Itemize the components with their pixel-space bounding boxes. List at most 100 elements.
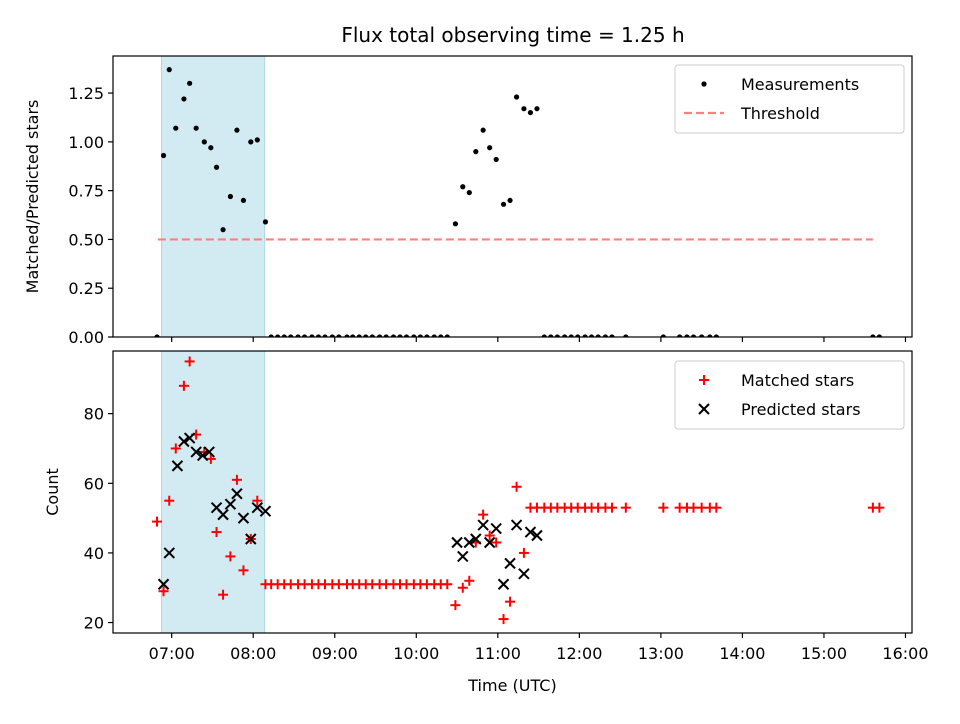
data-point: [231, 474, 242, 485]
data-point: [582, 334, 588, 337]
data-point: [876, 334, 882, 337]
data-point: [363, 334, 369, 337]
data-point: [227, 193, 234, 200]
data-point: [183, 432, 196, 444]
data-point: [500, 201, 507, 207]
y-tick-label: 1.00: [68, 133, 104, 152]
data-point: [658, 502, 669, 513]
data-point: [184, 356, 195, 367]
legend-entry: Predicted stars: [698, 400, 861, 419]
data-point: [217, 508, 229, 521]
data-point: [411, 334, 417, 337]
data-point: [211, 527, 222, 538]
data-point: [457, 550, 469, 563]
data-point: [452, 221, 459, 227]
data-point: [295, 334, 301, 337]
data-point: [527, 109, 534, 116]
x-tick-label: 10:00: [393, 644, 439, 663]
data-point: [518, 547, 529, 558]
data-point: [473, 149, 479, 155]
x-tick-label: 12:00: [556, 644, 602, 663]
data-point: [534, 106, 540, 112]
top-panel: 0.00 0.25 0.50 0.75 1.00 1.25 Matched/Predicte…: [23, 55, 913, 347]
data-point: [477, 519, 489, 531]
y-tick-label: 0.25: [68, 279, 104, 298]
data-point: [329, 334, 335, 337]
data-point: [510, 519, 523, 531]
y-axis-label: Count: [43, 468, 62, 516]
data-point: [166, 67, 172, 73]
data-point: [268, 334, 274, 337]
data-point: [190, 446, 202, 458]
data-point: [690, 334, 697, 337]
data-point: [369, 334, 375, 337]
y-tick-label: 1.25: [68, 84, 104, 103]
data-point: [490, 522, 502, 535]
x-axis-label: Time (UTC): [467, 676, 556, 695]
data-point: [281, 334, 287, 337]
legend-entry: Matched stars: [699, 371, 854, 390]
data-point: [218, 589, 229, 600]
data-point: [575, 334, 581, 337]
x-tick-label: 09:00: [312, 644, 358, 663]
legend-label: Threshold: [740, 104, 820, 123]
data-point: [442, 579, 453, 590]
data-point: [178, 435, 190, 448]
y-tick-label: 20: [84, 614, 104, 633]
data-point: [451, 536, 463, 549]
data-point: [315, 334, 322, 337]
axes-frame: [112, 350, 913, 634]
data-point: [383, 334, 389, 337]
data-point: [248, 139, 254, 145]
data-point: [301, 334, 308, 337]
data-point: [699, 334, 705, 337]
y-tick-label: 0.00: [68, 328, 104, 347]
data-point: [498, 614, 509, 625]
plot-area: [152, 356, 885, 625]
data-point: [518, 568, 530, 580]
data-point: [466, 189, 472, 196]
plot-area: [154, 67, 882, 337]
data-point: [390, 334, 397, 337]
data-point: [684, 334, 690, 337]
data-point: [377, 334, 383, 337]
bottom-panel: 20 40 60 80 07:00 08:00 09:00 10:00 11:00 12:00 13…: [43, 350, 929, 695]
data-point: [707, 334, 713, 337]
data-point: [181, 96, 187, 102]
y-tick-label: 0.75: [68, 182, 104, 201]
data-point: [504, 557, 516, 570]
data-point: [588, 334, 595, 337]
data-point: [470, 533, 482, 545]
data-point: [870, 334, 876, 337]
data-point: [237, 512, 250, 524]
data-point: [160, 152, 167, 159]
y-tick-label: 80: [84, 405, 104, 424]
data-point: [238, 565, 249, 576]
data-point: [562, 334, 568, 337]
data-point: [521, 106, 527, 112]
data-point: [224, 498, 237, 510]
axes-frame: [112, 55, 913, 338]
data-point: [483, 536, 496, 549]
data-point: [254, 137, 260, 143]
data-point: [457, 582, 468, 593]
shaded-span: [161, 350, 266, 634]
data-point: [225, 551, 236, 562]
x-tick-label: 15:00: [801, 644, 847, 663]
data-point: [450, 600, 461, 611]
data-point: [173, 125, 179, 131]
data-point: [154, 334, 160, 337]
data-point: [548, 334, 554, 337]
data-point: [309, 334, 315, 337]
data-point: [444, 334, 450, 337]
data-point: [262, 219, 269, 225]
data-point: [507, 197, 513, 204]
legend-label: Measurements: [741, 75, 859, 94]
data-point: [478, 509, 489, 520]
data-point: [252, 495, 263, 506]
data-point: [660, 334, 666, 337]
data-point: [554, 334, 560, 337]
data-point: [234, 127, 240, 133]
